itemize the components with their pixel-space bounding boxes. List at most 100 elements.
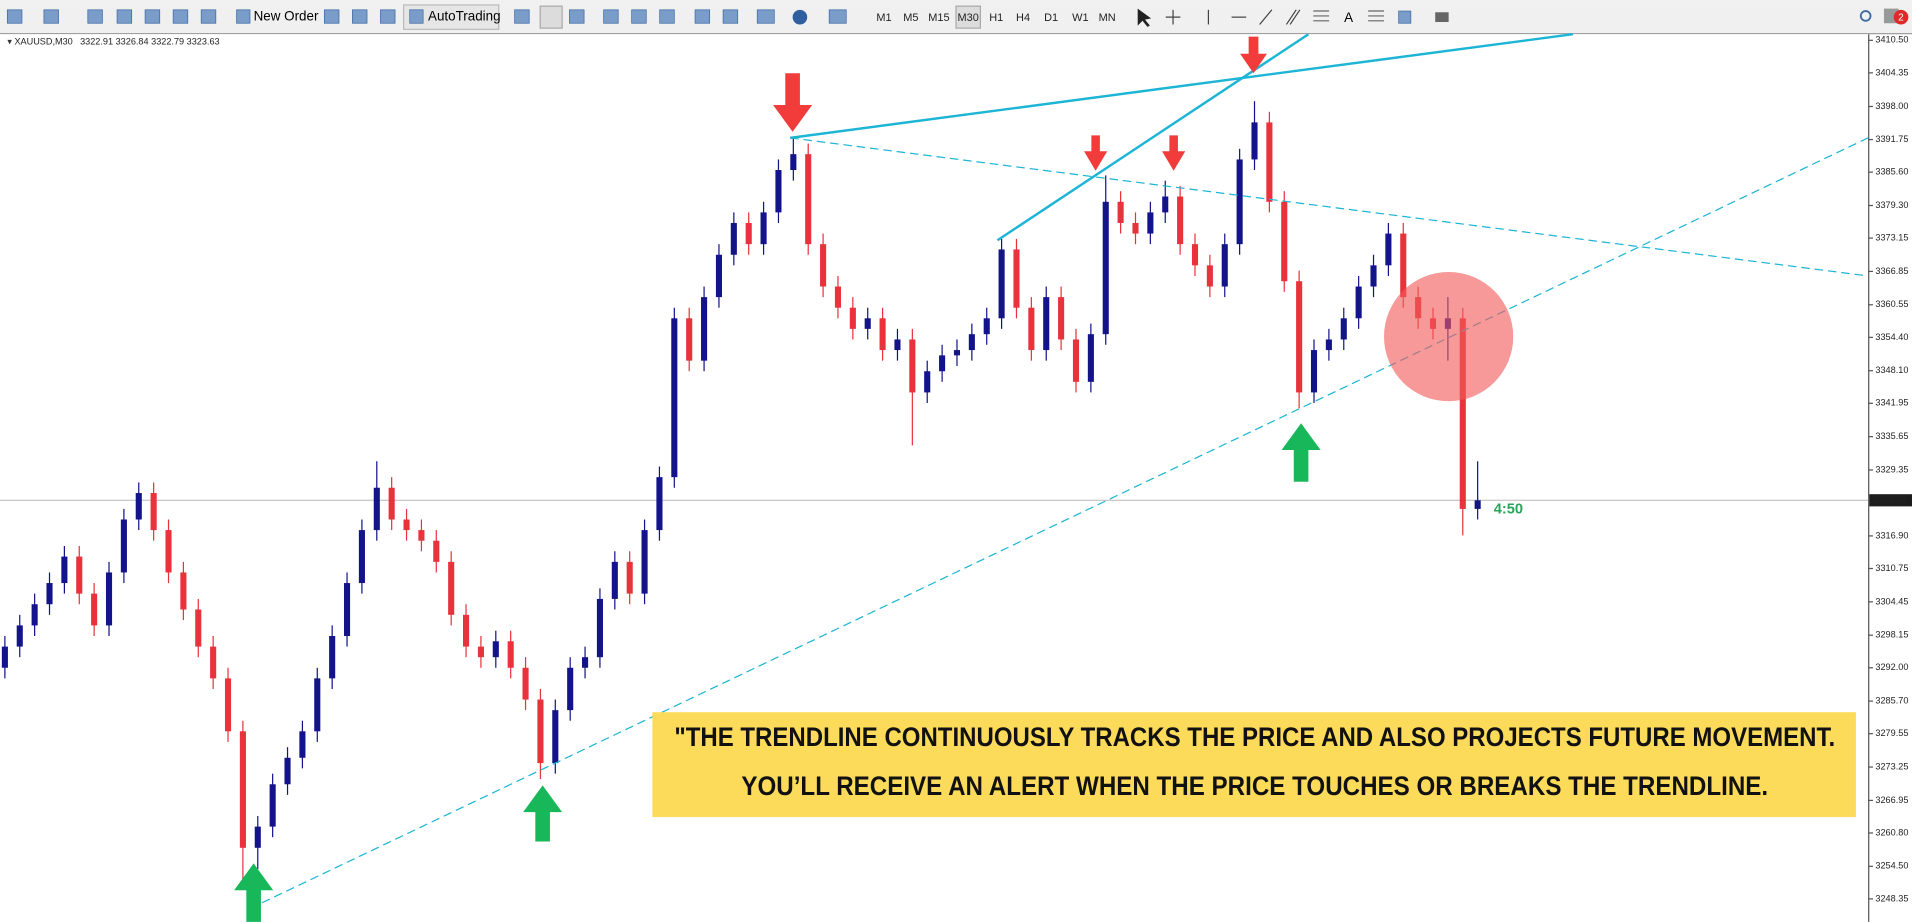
- candle-body: [403, 519, 410, 531]
- arrows-tool[interactable]: [1398, 10, 1412, 24]
- timeframe-button[interactable]: W1: [1072, 12, 1088, 24]
- up-arrow: [234, 863, 274, 922]
- market-button[interactable]: [380, 9, 396, 24]
- candle-body: [418, 530, 425, 541]
- new-order-icon: [236, 9, 251, 24]
- candle-body: [939, 355, 946, 372]
- y-tick-label: 3329.35: [1875, 464, 1908, 474]
- timeframe-button[interactable]: M1: [876, 12, 891, 24]
- candle-body: [343, 583, 351, 636]
- cursor-tool[interactable]: [1137, 8, 1152, 27]
- timeframe-button[interactable]: M30: [958, 12, 979, 24]
- candle-body: [1266, 122, 1273, 202]
- banner-line: "THE TRENDLINE CONTINUOUSLY TRACKS THE P…: [674, 722, 1835, 752]
- y-tick-label: 3341.95: [1875, 398, 1908, 408]
- tester-button[interactable]: [200, 9, 217, 24]
- candle-body: [805, 154, 812, 245]
- zoom-out-button[interactable]: [631, 9, 647, 24]
- chart-shift-button[interactable]: [722, 9, 739, 24]
- autoscroll-button[interactable]: [694, 9, 711, 24]
- candle-body: [1221, 244, 1228, 287]
- y-tick-label: 3398.00: [1875, 101, 1908, 111]
- autotrading-icon: [409, 9, 424, 24]
- autotrading-label[interactable]: AutoTrading: [428, 9, 501, 24]
- price-axis: 3410.50 3404.35 3398.00 3391.75 3385.60 3379.…: [1868, 35, 1912, 903]
- fibo-tool[interactable]: [1313, 10, 1330, 22]
- y-tick-label: 3348.10: [1875, 365, 1908, 375]
- candle-body: [953, 350, 961, 356]
- keyboard-button[interactable]: [1435, 12, 1449, 23]
- candle-body: [1296, 281, 1303, 393]
- timeframe-button[interactable]: M5: [903, 12, 918, 24]
- candle-body: [165, 530, 172, 573]
- data-window-button[interactable]: [116, 9, 133, 24]
- candle-body: [1310, 350, 1318, 393]
- crosshair-tool[interactable]: [1165, 9, 1181, 25]
- line-chart-button[interactable]: [569, 9, 585, 24]
- candle-body: [1177, 196, 1184, 245]
- y-tick-label: 3266.95: [1875, 795, 1908, 805]
- candle-body: [477, 646, 484, 658]
- market-watch-button[interactable]: [87, 9, 103, 24]
- candle-body: [686, 318, 693, 361]
- candle-body: [224, 678, 232, 732]
- channel-tool[interactable]: [1285, 9, 1301, 25]
- toolbar-icons: [6, 4, 1909, 30]
- candle-body: [552, 710, 559, 764]
- metaeditor-button[interactable]: [323, 9, 340, 24]
- candle-body: [46, 583, 53, 605]
- candle-body: [1087, 334, 1094, 382]
- label-tool[interactable]: [1368, 10, 1385, 22]
- zoom-in-button[interactable]: [603, 9, 619, 24]
- y-tick-label: 3285.70: [1875, 696, 1908, 706]
- profiles-button[interactable]: [43, 9, 59, 24]
- timeframe-button[interactable]: D1: [1044, 12, 1058, 24]
- breakout-highlight: [1384, 271, 1514, 402]
- candle-body: [314, 678, 321, 732]
- candle-body: [1459, 318, 1466, 509]
- candles-button[interactable]: [539, 5, 563, 29]
- y-tick-label: 3379.30: [1875, 200, 1908, 210]
- candle-body: [150, 493, 157, 531]
- terminal-button[interactable]: [172, 9, 189, 24]
- candle-body: [567, 667, 574, 711]
- candle-body: [388, 487, 395, 520]
- y-tick-label: 3310.75: [1875, 563, 1908, 573]
- quote: 3322.91 3326.84 3322.79 3323.63: [80, 37, 220, 47]
- candle-body: [1102, 201, 1109, 335]
- timeframe-button[interactable]: H1: [989, 12, 1003, 24]
- candle-body: [611, 561, 618, 599]
- signals-button[interactable]: [352, 9, 368, 24]
- text-tool[interactable]: A: [1344, 10, 1353, 25]
- periods-button[interactable]: [792, 9, 808, 25]
- candle-body: [120, 519, 127, 573]
- candle-body: [492, 641, 499, 658]
- navigator-button[interactable]: [144, 9, 161, 24]
- y-tick-label: 3248.35: [1875, 893, 1908, 903]
- candle-body: [998, 249, 1005, 319]
- down-arrow: [1084, 135, 1108, 171]
- bar-timer: 4:50: [1494, 502, 1523, 518]
- y-tick-label: 3385.60: [1875, 167, 1908, 177]
- candle-body: [1162, 196, 1169, 213]
- indicators-button[interactable]: [756, 9, 775, 24]
- trendline-tool[interactable]: [1259, 9, 1273, 25]
- new-order-label[interactable]: New Order: [254, 9, 319, 24]
- up-arrow: [523, 785, 563, 842]
- bar-chart-button[interactable]: [514, 9, 530, 24]
- templates-button[interactable]: [828, 9, 847, 24]
- timeframe-button[interactable]: H4: [1016, 12, 1030, 24]
- search-button[interactable]: [1859, 10, 1872, 22]
- timeframe-button[interactable]: MN: [1099, 12, 1116, 24]
- timeframe-button[interactable]: M15: [928, 12, 949, 24]
- candle-body: [299, 731, 306, 758]
- down-arrow: [773, 73, 813, 132]
- candle-body: [61, 556, 68, 584]
- candle-body: [358, 530, 365, 584]
- candle-body: [239, 731, 246, 848]
- symbol: XAUUSD,M30: [14, 37, 72, 47]
- candle-body: [909, 339, 916, 393]
- tile-button[interactable]: [659, 9, 675, 24]
- new-chart-button[interactable]: [6, 9, 23, 24]
- candle-body: [522, 667, 529, 700]
